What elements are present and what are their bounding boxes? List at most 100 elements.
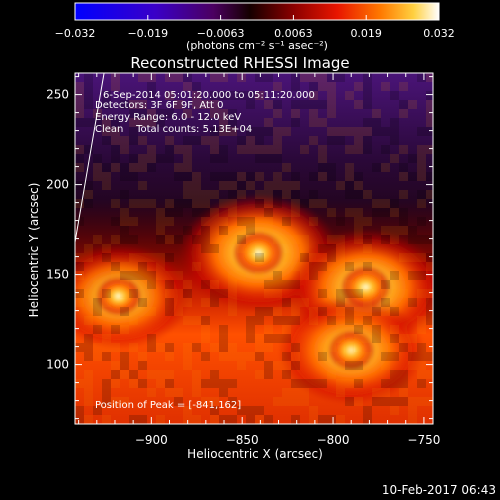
image-pixel <box>255 190 264 199</box>
image-pixel <box>327 127 336 136</box>
image-pixel <box>93 325 102 334</box>
image-pixel <box>426 289 433 298</box>
image-pixel <box>210 415 219 424</box>
image-pixel <box>291 415 300 424</box>
image-pixel <box>120 100 129 109</box>
image-pixel <box>291 307 300 316</box>
image-pixel <box>156 208 165 217</box>
image-pixel <box>102 127 111 136</box>
image-pixel <box>183 406 192 415</box>
image-pixel <box>309 379 318 388</box>
image-pixel <box>210 154 219 163</box>
image-pixel <box>201 244 210 253</box>
image-pixel <box>129 109 138 118</box>
image-pixel <box>84 289 93 298</box>
image-pixel <box>192 190 201 199</box>
image-pixel <box>417 163 426 172</box>
image-pixel <box>354 397 363 406</box>
image-pixel <box>327 253 336 262</box>
image-pixel <box>237 172 246 181</box>
image-pixel <box>273 172 282 181</box>
image-pixel <box>408 415 417 424</box>
image-pixel <box>138 136 147 145</box>
image-pixel <box>417 154 426 163</box>
image-pixel <box>156 262 165 271</box>
image-pixel <box>111 235 120 244</box>
annotation-energy-range: Energy Range: 6.0 - 12.0 keV <box>95 112 241 123</box>
image-pixel <box>129 199 138 208</box>
image-pixel <box>363 91 372 100</box>
image-pixel <box>210 406 219 415</box>
image-pixel <box>264 226 273 235</box>
colorbar-tick-label: −0.019 <box>127 27 168 40</box>
image-pixel <box>354 361 363 370</box>
image-pixel <box>318 100 327 109</box>
image-pixel <box>399 343 408 352</box>
image-pixel <box>120 280 129 289</box>
image-pixel <box>327 370 336 379</box>
image-pixel <box>165 154 174 163</box>
image-pixel <box>372 334 381 343</box>
image-pixel <box>273 271 282 280</box>
image-pixel <box>156 343 165 352</box>
image-pixel <box>426 316 433 325</box>
image-pixel <box>120 217 129 226</box>
image-pixel <box>264 127 273 136</box>
image-pixel <box>237 181 246 190</box>
image-pixel <box>417 145 426 154</box>
colorbar-tick-label: 0.0063 <box>274 27 313 40</box>
image-pixel <box>300 244 309 253</box>
image-pixel <box>327 172 336 181</box>
image-pixel <box>192 343 201 352</box>
colorbar-tick-label: 0.019 <box>350 27 382 40</box>
image-pixel <box>309 253 318 262</box>
image-pixel <box>318 289 327 298</box>
image-pixel <box>426 370 433 379</box>
image-pixel <box>399 217 408 226</box>
image-pixel <box>417 289 426 298</box>
image-pixel <box>147 307 156 316</box>
image-pixel <box>318 172 327 181</box>
image-pixel <box>120 163 129 172</box>
image-pixel <box>273 82 282 91</box>
image-pixel <box>219 352 228 361</box>
image-pixel <box>282 253 291 262</box>
image-pixel <box>399 190 408 199</box>
image-pixel <box>327 262 336 271</box>
image-pixel <box>309 109 318 118</box>
image-pixel <box>273 181 282 190</box>
image-pixel <box>75 253 84 262</box>
image-pixel <box>255 253 264 262</box>
image-pixel <box>84 352 93 361</box>
image-pixel <box>354 226 363 235</box>
image-pixel <box>192 379 201 388</box>
image-pixel <box>309 82 318 91</box>
image-pixel <box>156 415 165 424</box>
image-pixel <box>291 73 300 82</box>
image-pixel <box>363 136 372 145</box>
image-pixel <box>345 379 354 388</box>
image-pixel <box>426 127 433 136</box>
image-pixel <box>210 226 219 235</box>
image-pixel <box>129 415 138 424</box>
image-pixel <box>93 289 102 298</box>
image-pixel <box>309 307 318 316</box>
image-pixel <box>210 397 219 406</box>
image-pixel <box>372 325 381 334</box>
image-pixel <box>138 100 147 109</box>
image-pixel <box>345 127 354 136</box>
image-pixel <box>318 262 327 271</box>
image-pixel <box>372 109 381 118</box>
image-pixel <box>282 127 291 136</box>
image-pixel <box>255 145 264 154</box>
image-pixel <box>264 325 273 334</box>
image-pixel <box>174 235 183 244</box>
image-pixel <box>246 217 255 226</box>
source-core <box>339 265 392 310</box>
image-pixel <box>93 154 102 163</box>
image-pixel <box>228 109 237 118</box>
image-pixel <box>255 307 264 316</box>
image-pixel <box>120 361 129 370</box>
image-pixel <box>192 235 201 244</box>
image-area <box>75 73 433 424</box>
